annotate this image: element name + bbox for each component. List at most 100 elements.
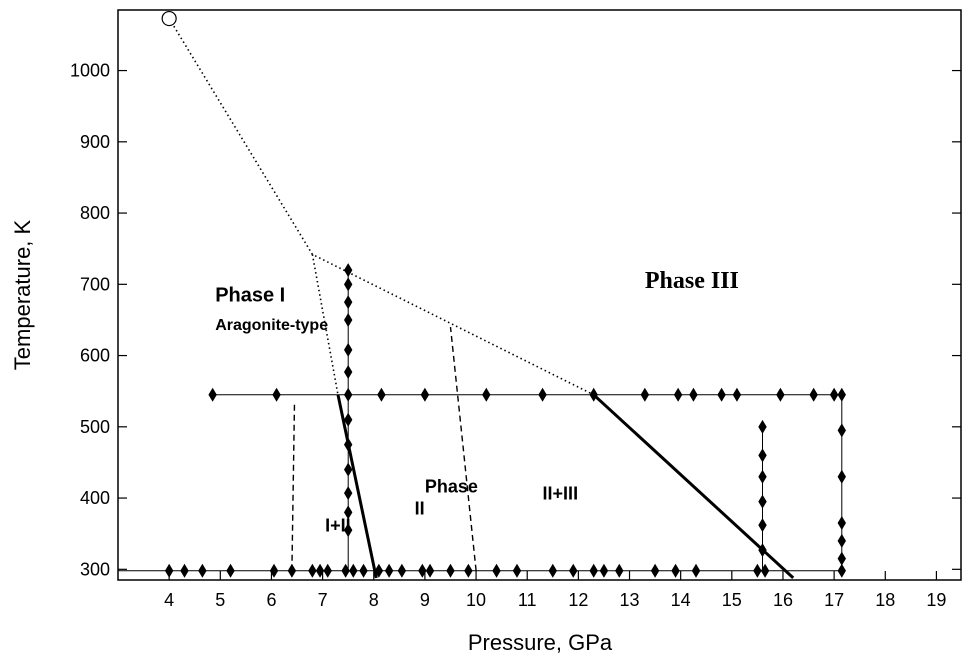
data-point-diamond (492, 563, 501, 578)
data-point-diamond (343, 277, 353, 292)
x-tick-label: 9 (420, 590, 430, 610)
dashed-phase-boundary (291, 401, 296, 571)
data-point-diamond (377, 387, 386, 402)
data-point-diamond (671, 563, 680, 578)
data-point-diamond (673, 387, 683, 402)
x-tick-label: 7 (318, 590, 328, 610)
phase-annotation: I+II (325, 516, 351, 536)
y-tick-label: 900 (80, 132, 110, 152)
solid-phase-boundary (336, 394, 378, 579)
plot-frame (117, 9, 962, 581)
data-point-diamond (758, 448, 767, 463)
data-point-diamond (512, 563, 522, 578)
data-point-diamond (308, 563, 317, 578)
data-point-diamond (538, 387, 547, 402)
data-point-diamond (343, 263, 353, 278)
data-point-diamond (640, 387, 650, 402)
plot-area (118, 10, 846, 580)
data-point-diamond (397, 563, 407, 578)
y-tick-label: 800 (80, 203, 110, 223)
data-point-diamond (758, 494, 767, 509)
data-point-diamond (208, 387, 217, 402)
data-point-diamond (837, 516, 846, 530)
data-point-diamond (464, 563, 473, 578)
y-tick-label: 600 (80, 346, 110, 366)
x-tick-label: 15 (722, 590, 742, 610)
data-point-diamond (829, 387, 839, 402)
x-tick-label: 8 (369, 590, 379, 610)
data-point-diamond (343, 486, 353, 501)
data-point-diamond (343, 505, 353, 520)
data-point-diamond (343, 364, 353, 379)
dotted-phase-boundary (311, 254, 339, 395)
data-point-diamond (164, 563, 174, 578)
data-point-diamond (349, 563, 358, 578)
y-tick-label: 400 (80, 488, 110, 508)
data-point-diamond (837, 387, 846, 402)
x-tick-label: 6 (266, 590, 276, 610)
dotted-phase-boundary (168, 18, 595, 396)
phase-annotation: II+III (543, 483, 579, 503)
data-point-diamond (753, 563, 762, 578)
data-point-diamond (343, 342, 353, 357)
data-point-diamond (343, 462, 353, 477)
data-point-diamond (837, 533, 846, 548)
x-tick-label: 13 (619, 590, 639, 610)
data-point-diamond (717, 387, 726, 402)
y-tick-label: 700 (80, 274, 110, 294)
x-tick-label: 18 (875, 590, 895, 610)
data-point-diamond (226, 563, 235, 578)
data-point-diamond (343, 312, 353, 327)
phase-annotation: Phase (425, 476, 478, 496)
x-tick-label: 16 (773, 590, 793, 610)
data-point-diamond (180, 563, 189, 578)
data-point-diamond (776, 387, 785, 402)
data-point-diamond (359, 563, 368, 578)
data-point-diamond (343, 295, 353, 310)
x-tick-label: 14 (671, 590, 691, 610)
data-point-diamond (837, 423, 846, 438)
data-point-diamond (198, 563, 207, 578)
data-point-diamond (689, 387, 698, 402)
data-point-diamond (323, 563, 332, 578)
data-point-diamond (809, 387, 818, 402)
y-tick-label: 1000 (70, 61, 110, 81)
triple-point-marker (161, 10, 177, 27)
data-point-diamond (548, 563, 557, 578)
x-tick-label: 11 (518, 590, 537, 610)
x-tick-label: 5 (215, 590, 225, 610)
data-point-diamond (837, 469, 846, 484)
data-point-diamond (287, 563, 297, 578)
data-point-diamond (341, 563, 350, 578)
y-tick-label: 500 (80, 417, 110, 437)
data-point-diamond (343, 523, 353, 538)
data-point-diamond (589, 563, 598, 578)
data-point-diamond (569, 563, 578, 578)
data-point-diamond (732, 387, 742, 402)
x-tick-label: 17 (824, 590, 844, 610)
x-axis-title: Pressure, GPa (468, 630, 613, 655)
data-point-diamond (420, 387, 430, 402)
data-point-diamond (599, 563, 609, 578)
data-point-diamond (482, 387, 491, 402)
data-point-diamond (758, 419, 767, 434)
y-axis-title: Temperature, K (10, 219, 35, 370)
data-point-diamond (374, 563, 384, 578)
data-point-diamond (343, 437, 353, 452)
data-point-diamond (760, 563, 770, 578)
data-point-diamond (446, 563, 455, 578)
data-point-diamond (272, 387, 281, 402)
data-point-diamond (650, 563, 660, 578)
data-point-diamond (837, 563, 846, 578)
data-point-diamond (384, 563, 394, 578)
data-point-diamond (758, 469, 767, 484)
x-tick-label: 10 (466, 590, 486, 610)
phase-annotation: Phase III (645, 268, 739, 294)
data-point-diamond (343, 387, 353, 402)
data-point-diamond (758, 543, 767, 558)
x-tick-label: 12 (568, 590, 588, 610)
dashed-phase-boundary (449, 327, 477, 571)
data-point-diamond (589, 387, 598, 402)
